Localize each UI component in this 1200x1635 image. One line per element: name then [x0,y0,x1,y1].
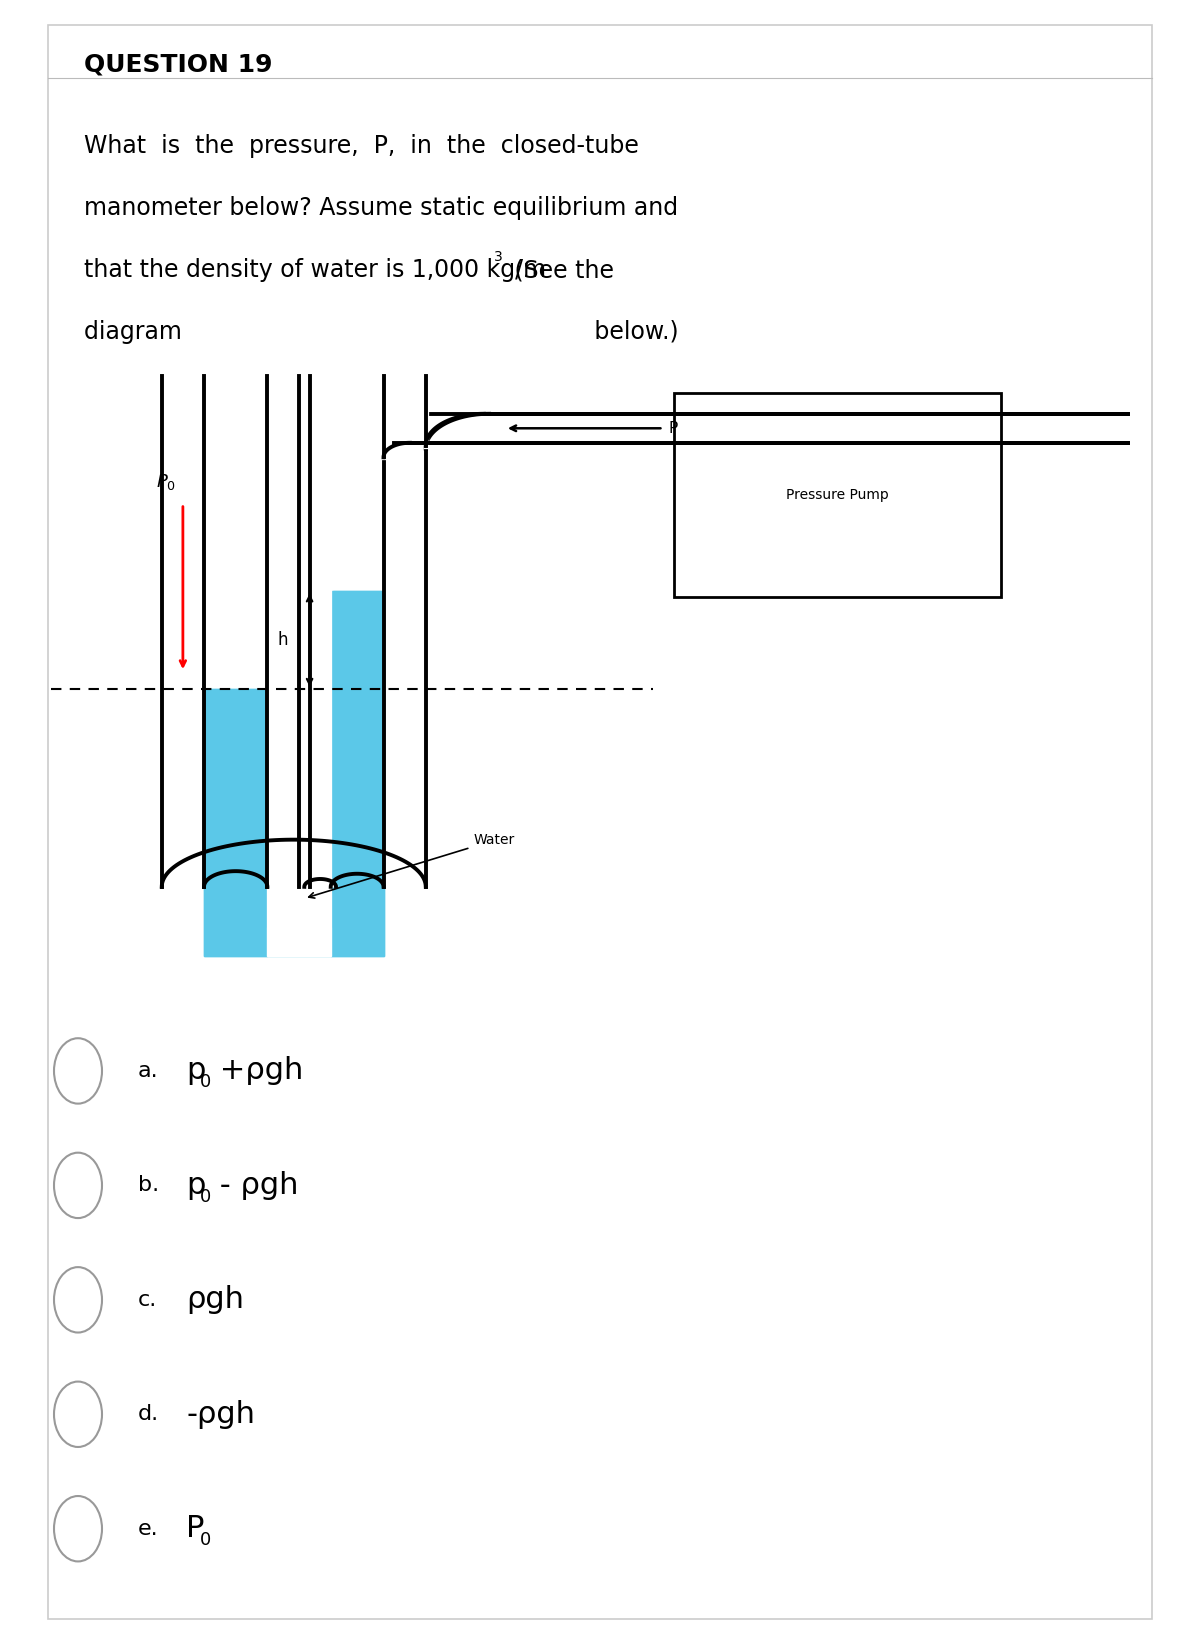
Text: p: p [186,1056,205,1086]
Text: What  is  the  pressure,  P,  in  the  closed-tube: What is the pressure, P, in the closed-t… [84,134,638,159]
Polygon shape [331,873,384,886]
Text: - ρgh: - ρgh [210,1171,299,1200]
Bar [332,590,382,927]
Text: a.: a. [138,1061,158,1081]
Text: ρgh: ρgh [186,1285,244,1315]
Text: (See the: (See the [506,258,613,283]
Bar [206,690,265,927]
Bar [268,376,331,956]
Bar [331,590,384,956]
Text: P: P [186,1514,204,1543]
Text: diagram                                                       below.): diagram below.) [84,320,679,345]
Polygon shape [305,880,336,886]
Text: Water: Water [308,834,515,898]
Text: 0: 0 [199,1187,211,1207]
Text: Pressure Pump: Pressure Pump [786,487,889,502]
Text: manometer below? Assume static equilibrium and: manometer below? Assume static equilibri… [84,196,678,221]
Text: b.: b. [138,1176,160,1195]
Text: h: h [278,631,288,649]
Text: 0: 0 [199,1530,211,1550]
Bar [204,886,384,956]
Text: c.: c. [138,1290,157,1310]
Text: $P_0$: $P_0$ [156,473,176,492]
Bar [204,690,268,956]
Text: +ρgh: +ρgh [210,1056,304,1086]
Text: d.: d. [138,1404,160,1424]
Text: -ρgh: -ρgh [186,1400,256,1429]
Text: P: P [668,420,678,437]
Text: that the density of water is 1,000 kg/m: that the density of water is 1,000 kg/m [84,258,546,283]
Text: e.: e. [138,1519,158,1539]
Text: 3: 3 [493,250,503,265]
Text: p: p [186,1171,205,1200]
Text: QUESTION 19: QUESTION 19 [84,52,272,77]
Bar [674,394,1001,597]
Polygon shape [204,871,268,886]
Text: 0: 0 [199,1073,211,1092]
